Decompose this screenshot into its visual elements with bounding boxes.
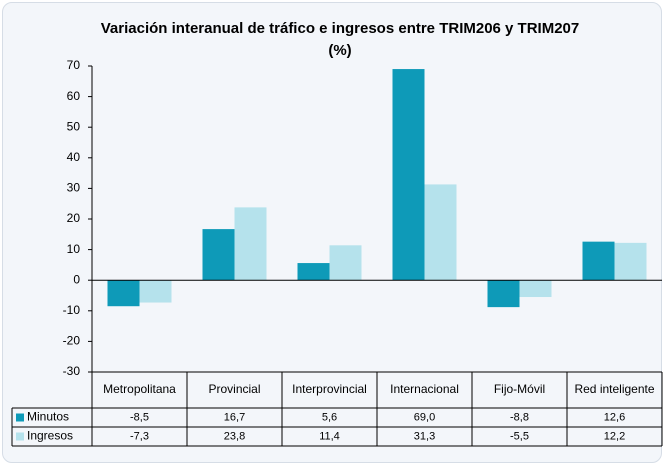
y-tick-label: 70 <box>67 58 81 72</box>
table-value: 23,8 <box>224 430 245 442</box>
table-value: -8,8 <box>510 411 529 423</box>
y-tick-label: -20 <box>63 334 81 348</box>
table-value: 16,7 <box>224 411 245 423</box>
bar <box>329 245 362 281</box>
x-tick-label: Red inteligente <box>574 382 654 396</box>
x-tick-label: Metropolitana <box>103 382 176 396</box>
table-value: 12,6 <box>604 411 625 423</box>
y-tick-label: 50 <box>67 119 81 133</box>
y-tick-label: -10 <box>63 303 81 317</box>
table-value: 5,6 <box>322 411 337 423</box>
legend-label: Minutos <box>27 410 69 424</box>
chart-title: Variación interanual de tráfico e ingres… <box>100 20 580 59</box>
bar <box>519 280 552 298</box>
y-tick-label: 40 <box>67 150 81 164</box>
y-tick-label: 60 <box>67 89 81 103</box>
bar <box>297 263 330 281</box>
y-tick-label: 10 <box>67 242 81 256</box>
table-value: 11,4 <box>319 430 340 442</box>
table-value: -5,5 <box>510 430 529 442</box>
bar <box>234 207 267 281</box>
legend-swatch <box>16 432 24 441</box>
x-tick-label: Fijo-Móvil <box>494 382 545 396</box>
legend-swatch <box>16 413 24 422</box>
bar <box>202 229 235 281</box>
bar <box>582 241 615 281</box>
x-tick-label: Interprovincial <box>292 382 367 396</box>
bar <box>614 242 647 281</box>
x-tick-label: Internacional <box>390 382 459 396</box>
table-value: 69,0 <box>414 411 435 423</box>
table-value: 31,3 <box>414 430 435 442</box>
table-value: -8,5 <box>130 411 149 423</box>
x-tick-label: Provincial <box>208 382 260 396</box>
bar <box>487 280 520 308</box>
table-value: -7,3 <box>130 430 149 442</box>
bar <box>392 69 425 281</box>
y-tick-label: -30 <box>63 364 81 378</box>
y-tick-label: 30 <box>67 181 81 195</box>
bar <box>424 184 457 281</box>
y-tick-label: 0 <box>73 272 80 286</box>
bar <box>139 280 172 303</box>
y-tick-label: 20 <box>67 211 81 225</box>
legend-label: Ingresos <box>27 429 73 443</box>
table-value: 12,2 <box>604 430 625 442</box>
bar <box>107 280 140 307</box>
